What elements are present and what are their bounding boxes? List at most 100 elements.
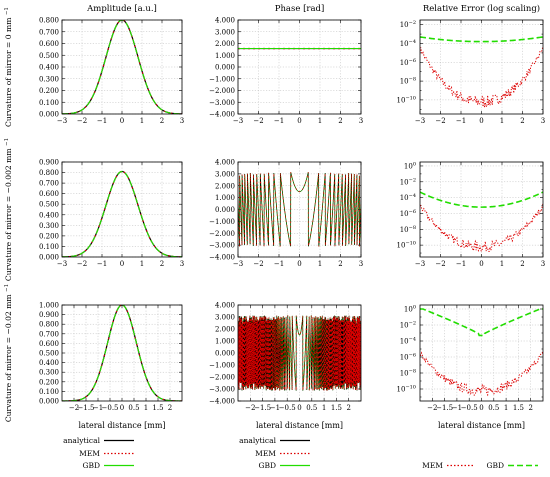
grid xyxy=(61,161,183,258)
x-tick-label: −0.5 xyxy=(461,404,478,412)
x-tick-label: −2 xyxy=(253,260,263,268)
series-gbd xyxy=(62,170,182,257)
y-tick-label: 0.900 xyxy=(39,159,59,167)
x-tick-label: −2 xyxy=(253,117,263,125)
y-tick-label: −2.000 xyxy=(209,87,235,95)
y-tick-exponent: −6 xyxy=(409,58,416,64)
series-mem xyxy=(62,170,182,257)
grid xyxy=(419,162,544,257)
legend-1: analytical MEM GBD xyxy=(239,436,310,470)
y-tick-label: 0.400 xyxy=(39,359,59,367)
y-tick-label: 0.600 xyxy=(39,190,59,198)
legend-label: MEM xyxy=(79,449,100,458)
panel-r2-c0: −2−1.5−1−0.5 0 0.5 1 1.5 2 0.000 0.100 0.2000.30… xyxy=(39,302,183,412)
x-tick-label: −1 xyxy=(452,404,462,412)
legend-label: analytical xyxy=(63,436,100,445)
x-tick-label: −2 xyxy=(427,404,437,412)
series-gbd xyxy=(62,305,182,401)
y-tick-exponent: −10 xyxy=(405,385,416,391)
x-tick-label: 1.5 xyxy=(513,404,524,412)
y-tick-label: 0.100 xyxy=(39,99,59,107)
x-tick-label: −2 xyxy=(69,404,79,412)
grid xyxy=(62,304,182,402)
row-label-2: Curvature of mirror = −0.02 mm −1 xyxy=(4,284,13,422)
y-tick-label: 4.000 xyxy=(215,302,235,310)
x-tick-label: −2 xyxy=(435,117,445,125)
xlabel-0: lateral distance [mm] xyxy=(78,421,165,430)
legend-label: GBD xyxy=(82,461,100,470)
y-tick-label: 3.000 xyxy=(215,170,235,178)
grid xyxy=(237,19,362,115)
x-tick-label: −3 xyxy=(233,260,243,268)
y-tick-label: −1.000 xyxy=(209,362,235,370)
legend-label: analytical xyxy=(239,436,276,445)
x-tick-label: −2 xyxy=(435,260,445,268)
y-tick-label: 0.500 xyxy=(39,350,59,358)
y-tick-label: 1.000 xyxy=(39,302,59,310)
y-tick-label: 10−4 xyxy=(400,193,416,202)
y-tick-exponent: −4 xyxy=(409,193,416,199)
series-mem xyxy=(420,203,543,253)
x-tick-label: 1 xyxy=(144,404,148,412)
plot-area xyxy=(62,20,182,114)
y-tick-exponent: −2 xyxy=(409,20,416,26)
x-tick-label: −1 xyxy=(270,404,280,412)
x-tick-label: −3 xyxy=(415,117,425,125)
y-tick-label: 0.400 xyxy=(39,64,59,72)
y-tick-label: 3.000 xyxy=(215,314,235,322)
legend-label: GBD xyxy=(486,461,504,470)
y-tick-label: 10−8 xyxy=(400,225,416,234)
row-label-exponent: −1 xyxy=(4,284,10,292)
y-tick-exponent: −2 xyxy=(409,177,416,183)
y-tick-label: 10−6 xyxy=(400,58,416,67)
y-tick-label: 4.000 xyxy=(215,159,235,167)
y-tick-label: −3.000 xyxy=(209,386,235,394)
plot-area xyxy=(420,36,543,108)
column-title-1: Phase [rad] xyxy=(275,4,325,14)
x-tick-label: 1 xyxy=(318,260,322,268)
y-tick-exponent: −8 xyxy=(409,77,416,83)
x-tick-label: 3 xyxy=(180,117,184,125)
y-tick-exponent: −8 xyxy=(409,225,416,231)
grid xyxy=(61,19,183,115)
x-tick-label: −1.5 xyxy=(254,404,271,412)
grid xyxy=(420,305,543,401)
x-tick-label: 0 xyxy=(297,260,301,268)
row-label-exponent: −1 xyxy=(4,7,10,15)
y-tick-label: 10−2 xyxy=(400,177,416,186)
y-tick-label: 1.000 xyxy=(215,194,235,202)
x-tick-label: 0 xyxy=(479,117,483,125)
panel-frame xyxy=(61,161,183,258)
x-tick-label: −1 xyxy=(274,260,284,268)
y-tick-label: 0.000 xyxy=(39,111,59,119)
x-tick-label: −1 xyxy=(274,117,284,125)
y-tick-label: 10−8 xyxy=(400,77,416,86)
x-tick-label: 1 xyxy=(140,117,144,125)
grid xyxy=(419,20,544,114)
y-tick-label: 0.000 xyxy=(39,398,59,406)
y-tick-exponent: −2 xyxy=(409,321,416,327)
series-mem xyxy=(238,315,361,391)
y-tick-label: 0.700 xyxy=(39,180,59,188)
x-tick-label: 0 xyxy=(479,404,483,412)
row-label-exponent: −1 xyxy=(4,138,10,146)
y-tick-label: 0.700 xyxy=(39,28,59,36)
panel-r2-c1: −2−1.5−1−0.5 0 0.5 1 1.5 2 −4.000 −3.000 −2.000 −… xyxy=(209,302,362,412)
series-gbd xyxy=(420,308,543,337)
y-tick-label: 0.800 xyxy=(39,17,59,25)
y-tick-label: 100 xyxy=(404,305,416,314)
y-tick-label: −1.000 xyxy=(209,75,235,83)
plot-area xyxy=(62,170,182,257)
legend-label: GBD xyxy=(258,461,276,470)
x-tick-label: −3 xyxy=(233,117,243,125)
legend-2: MEM GBD xyxy=(422,461,538,470)
y-tick-label: −4.000 xyxy=(209,111,235,119)
y-tick-label: −2.000 xyxy=(209,374,235,382)
plot-area xyxy=(62,305,182,401)
y-tick-label: −4.000 xyxy=(209,398,235,406)
y-tick-label: 100 xyxy=(404,161,416,170)
series-mem xyxy=(420,351,543,397)
